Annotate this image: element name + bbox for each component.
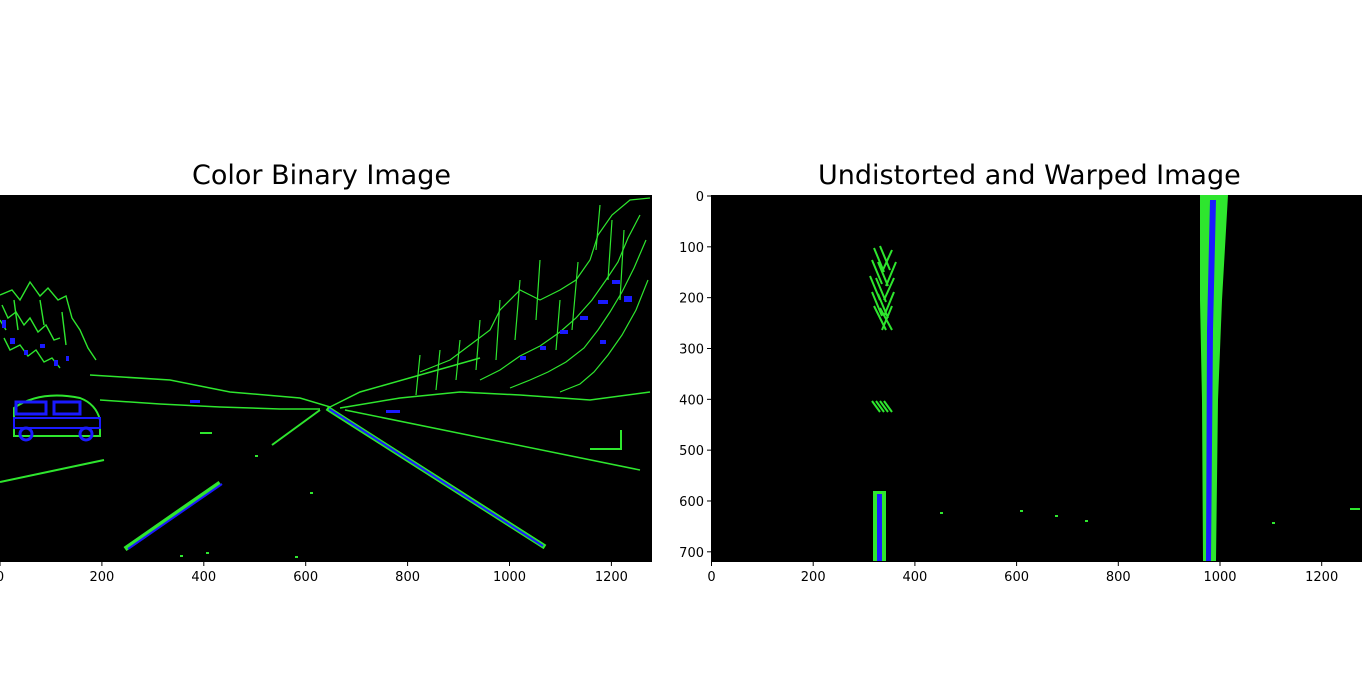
right-y-tick-label-400: 400 xyxy=(679,393,704,408)
car-edges xyxy=(13,394,101,442)
left-lane-bottom xyxy=(873,491,886,561)
right-y-tick-label-100: 100 xyxy=(679,241,704,256)
warped-image xyxy=(711,195,1362,562)
right-panel-title: Undistorted and Warped Image xyxy=(818,160,1241,191)
right-x-tick-label-600: 600 xyxy=(1004,570,1029,585)
color-binary-image xyxy=(0,195,652,562)
right-trees-edges xyxy=(415,197,651,396)
right-x-tick-label-1000: 1000 xyxy=(1203,570,1236,585)
left-x-axis: 0 200 400 600 800 1000 1200 xyxy=(0,562,628,585)
left-lane-warped xyxy=(869,245,897,413)
right-y-tick-label-500: 500 xyxy=(679,444,704,459)
right-y-tick-label-700: 700 xyxy=(679,546,704,561)
right-trees-blue xyxy=(190,280,632,413)
left-x-tick-label-1000: 1000 xyxy=(493,570,526,585)
left-x-tick-label-600: 600 xyxy=(293,570,318,585)
right-y-tick-label-600: 600 xyxy=(679,495,704,510)
right-y-tick-label-0: 0 xyxy=(696,190,704,205)
road-speckles xyxy=(180,430,622,558)
left-x-tick-label-0: 0 xyxy=(0,570,4,585)
left-panel-title: Color Binary Image xyxy=(192,160,451,191)
right-y-axis: 0 100 200 300 400 500 600 700 xyxy=(679,190,711,561)
horizon-edges xyxy=(89,357,651,410)
left-trees-blue xyxy=(2,320,69,366)
left-x-tick-label-400: 400 xyxy=(191,570,216,585)
right-y-tick-label-300: 300 xyxy=(679,342,704,357)
left-x-tick-label-1200: 1200 xyxy=(595,570,628,585)
right-x-tick-label-200: 200 xyxy=(801,570,826,585)
warped-speckles xyxy=(940,508,1360,524)
right-x-tick-label-800: 800 xyxy=(1106,570,1131,585)
right-y-tick-label-200: 200 xyxy=(679,292,704,307)
right-x-axis: 0 200 400 600 800 1000 1200 xyxy=(707,562,1338,585)
left-x-tick-label-800: 800 xyxy=(395,570,420,585)
right-x-tick-label-0: 0 xyxy=(707,570,715,585)
right-x-tick-label-1200: 1200 xyxy=(1305,570,1338,585)
right-lane-warped xyxy=(1200,195,1228,561)
lane-lines-left-panel xyxy=(0,405,641,552)
left-x-tick-label-200: 200 xyxy=(89,570,114,585)
right-x-tick-label-400: 400 xyxy=(902,570,927,585)
